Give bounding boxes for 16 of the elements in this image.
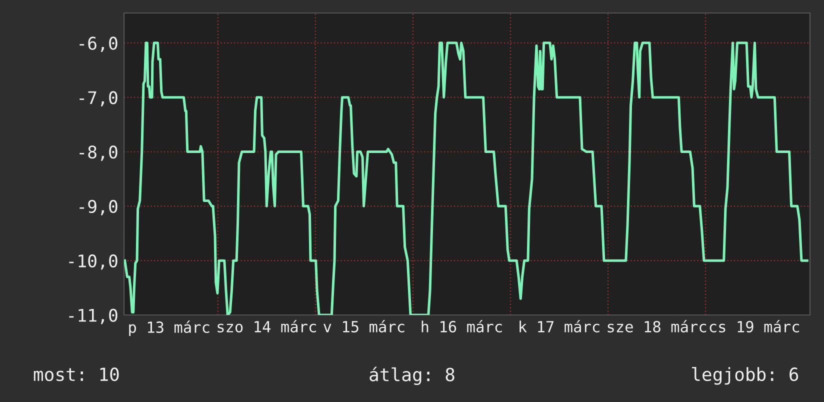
y-tick-label: -9,0	[80, 200, 118, 216]
x-tick-label: p 13 márc	[129, 320, 210, 336]
x-tick-label: cs 19 márc	[710, 320, 800, 332]
text: most: 10	[34, 368, 119, 382]
y-tick-label: -6,0	[80, 36, 118, 52]
text: átlag: 8	[370, 366, 454, 386]
text: legjobb: 6	[692, 367, 798, 385]
y-tick-label: -10,0	[69, 254, 118, 270]
x-tick-label: h 16 márc	[422, 320, 502, 332]
x-tick-label: k 17 márc	[520, 320, 600, 332]
x-tick-label: v 15 márc	[324, 320, 404, 332]
x-tick-label: sze 18 márc	[608, 320, 706, 332]
y-tick-label: -11,0	[69, 308, 118, 324]
y-tick-label: -7,0	[80, 91, 118, 106]
x-tick-label: szo 14 márc	[218, 320, 316, 332]
y-tick-label: -8,0	[80, 146, 118, 161]
